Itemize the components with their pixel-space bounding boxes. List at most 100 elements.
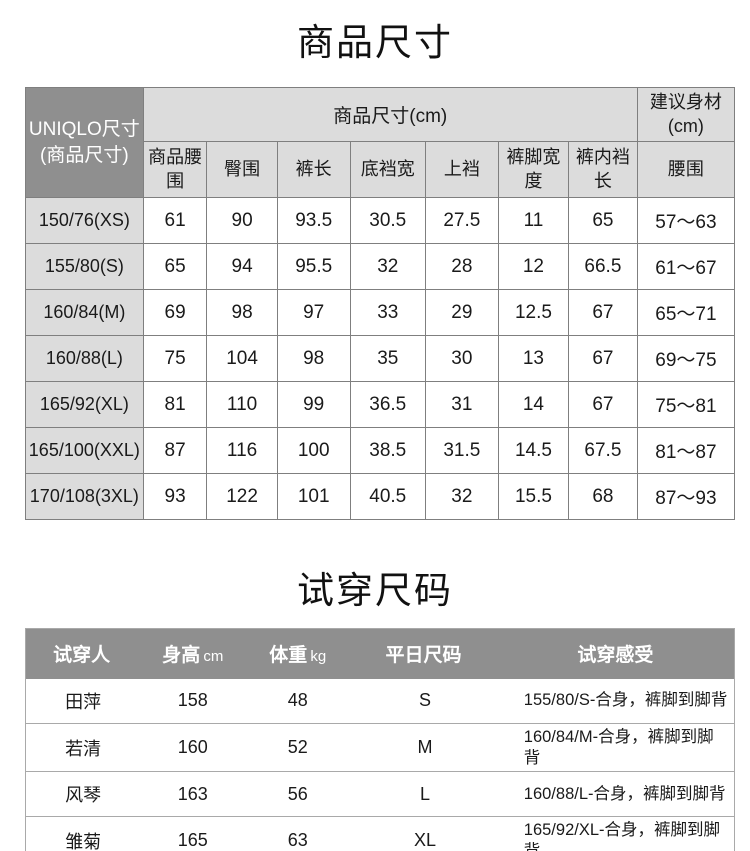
cell: 95.5 [276, 243, 351, 290]
tryon-height: 160 [140, 723, 246, 773]
tryon-header-usual-size: 平日尺码 [350, 628, 500, 679]
cell: 81～87 [636, 427, 736, 474]
tryon-feedback: 160/84/M-合身，裤脚到脚背 [499, 723, 735, 773]
header-label: 身高 [162, 645, 201, 667]
cell: 14 [497, 381, 570, 428]
tryon-name: 风琴 [25, 771, 141, 818]
tryon-header-height: 身高 cm [140, 628, 246, 679]
subheader-inseam: 裤内裆长 [568, 141, 638, 198]
suggest-header-line1: 建议身材 [649, 92, 722, 113]
cell: 75～81 [636, 381, 736, 428]
header-label: 平日尺码 [385, 645, 462, 667]
cell: 33 [349, 289, 426, 336]
cell: 110 [206, 381, 278, 428]
cell: 67.5 [568, 427, 638, 474]
cell: 116 [206, 427, 278, 474]
cell: 97 [276, 289, 351, 336]
cell: 122 [206, 473, 278, 520]
cell: 69～75 [636, 335, 736, 382]
cell: 75 [142, 335, 208, 382]
cell: 61～67 [636, 243, 736, 290]
tryon-weight: 48 [245, 678, 351, 724]
cell: 35 [349, 335, 426, 382]
cell: 57～63 [636, 197, 736, 244]
cell: 94 [206, 243, 278, 290]
cell: 36.5 [349, 381, 426, 428]
tryon-table: 试穿人 身高 cm 体重 kg 平日尺码 试穿感受 田萍 158 48 S 155/… [25, 628, 735, 851]
cell: 65 [568, 197, 638, 244]
cell: 12 [497, 243, 570, 290]
subheader-crotch-width: 底裆宽 [349, 141, 426, 198]
tryon-size: S [350, 678, 500, 724]
cell: 30.5 [349, 197, 426, 244]
tryon-name: 雏菊 [25, 816, 141, 851]
size-row-xl: 165/92(XL) 81 110 99 36.5 31 14 67 75～81 [25, 381, 736, 428]
cell: 13 [497, 335, 570, 382]
cell: 68 [568, 473, 638, 520]
size-row-3xl: 170/108(3XL) 93 122 101 40.5 32 15.5 68 … [25, 473, 736, 520]
size-row-s: 155/80(S) 65 94 95.5 32 28 12 66.5 61～67 [25, 243, 736, 290]
cell: 101 [276, 473, 351, 520]
header-label: 试穿人 [53, 645, 111, 667]
subheader-waist: 商品腰围 [142, 141, 208, 198]
cell: 29 [424, 289, 499, 336]
header-unit: cm [203, 648, 224, 666]
subheader-hip: 臀围 [206, 141, 278, 198]
tryon-row: 田萍 158 48 S 155/80/S-合身，裤脚到脚背 [25, 678, 735, 724]
tryon-feedback: 155/80/S-合身，裤脚到脚背 [499, 678, 735, 724]
cell: 66.5 [568, 243, 638, 290]
subheader-rise: 上裆 [424, 141, 499, 198]
tryon-header-feedback: 试穿感受 [499, 628, 735, 679]
header-label: 试穿感受 [577, 645, 654, 667]
size-row-xs: 150/76(XS) 61 90 93.5 30.5 27.5 11 65 57… [25, 197, 736, 244]
cell: 100 [276, 427, 351, 474]
corner-header-line1: UNIQLO尺寸 [28, 118, 140, 140]
size-table: UNIQLO尺寸 (商品尺寸) 商品尺寸(cm) 建议身材 (cm) 商品腰围 … [25, 87, 736, 520]
corner-header-line2: (商品尺寸) [40, 144, 129, 166]
tryon-section-title: 试穿尺码 [297, 570, 453, 611]
tryon-feedback: 160/88/L-合身，裤脚到脚背 [499, 771, 735, 818]
size-row-xxl: 165/100(XXL) 87 116 100 38.5 31.5 14.5 6… [25, 427, 736, 474]
cell: 67 [568, 381, 638, 428]
cell: 87～93 [636, 473, 736, 520]
tryon-height: 158 [140, 678, 246, 724]
cell: 98 [276, 335, 351, 382]
cell: 69 [142, 289, 208, 336]
cell: 93.5 [276, 197, 351, 244]
cell: 104 [206, 335, 278, 382]
cell: 90 [206, 197, 278, 244]
corner-header: UNIQLO尺寸 (商品尺寸) [25, 87, 144, 198]
header-label: 体重 [269, 645, 308, 667]
size-label: 160/84(M) [25, 289, 144, 336]
tryon-weight: 56 [245, 771, 351, 818]
subheader-leg-opening: 裤脚宽度 [497, 141, 570, 198]
tryon-header-person: 试穿人 [25, 628, 141, 679]
tryon-name: 若清 [25, 723, 141, 773]
size-label: 165/92(XL) [25, 381, 144, 428]
tryon-header-weight: 体重 kg [245, 628, 351, 679]
group-header: 商品尺寸(cm) [142, 87, 638, 142]
cell: 31 [424, 381, 499, 428]
tryon-name: 田萍 [25, 678, 141, 724]
cell: 81 [142, 381, 208, 428]
cell: 28 [424, 243, 499, 290]
cell: 98 [206, 289, 278, 336]
cell: 38.5 [349, 427, 426, 474]
tryon-size: M [350, 723, 500, 773]
tryon-weight: 52 [245, 723, 351, 773]
cell: 67 [568, 335, 638, 382]
tryon-header-row: 试穿人 身高 cm 体重 kg 平日尺码 试穿感受 [25, 628, 735, 679]
tryon-feedback: 165/92/XL-合身，裤脚到脚背 [499, 816, 735, 851]
cell: 61 [142, 197, 208, 244]
size-row-m: 160/84(M) 69 98 97 33 29 12.5 67 65～71 [25, 289, 736, 336]
cell: 32 [424, 473, 499, 520]
cell: 65 [142, 243, 208, 290]
cell: 31.5 [424, 427, 499, 474]
tryon-size: XL [350, 816, 500, 851]
cell: 27.5 [424, 197, 499, 244]
size-label: 170/108(3XL) [25, 473, 144, 520]
suggest-header-line2: (cm) [667, 115, 704, 136]
cell: 87 [142, 427, 208, 474]
size-label: 155/80(S) [25, 243, 144, 290]
size-row-l: 160/88(L) 75 104 98 35 30 13 67 69～75 [25, 335, 736, 382]
